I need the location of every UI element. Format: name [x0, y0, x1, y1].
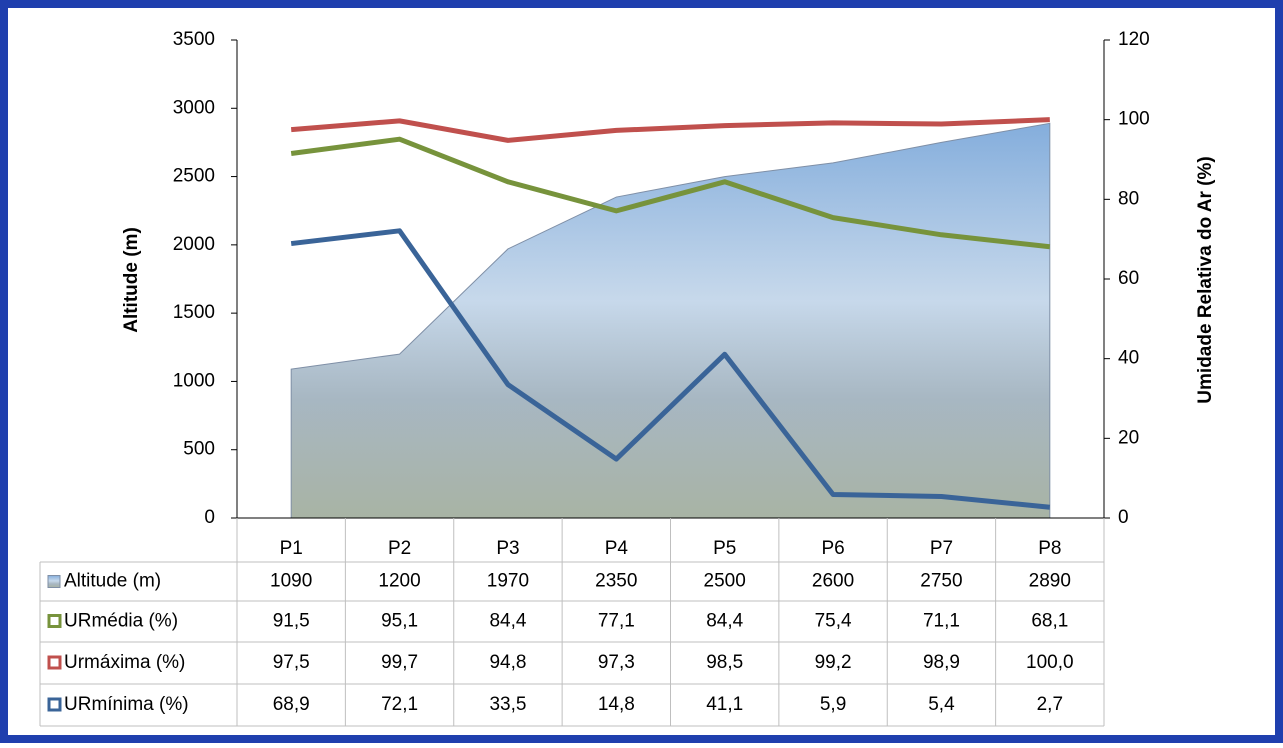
table-cell: 98,5: [706, 652, 743, 673]
line: [290, 117, 1050, 143]
table-cell: 2600: [812, 571, 854, 592]
y-tick-label: 1500: [173, 302, 215, 323]
table-cell: 1200: [378, 571, 420, 592]
table-cell: 2890: [1029, 571, 1071, 592]
table-cell: 84,4: [706, 611, 743, 632]
legend-label: URmédia (%): [64, 611, 178, 632]
y-tick-label: 3000: [173, 97, 215, 118]
table-cell: 1970: [487, 571, 529, 592]
table-cell: 99,2: [815, 652, 852, 673]
y-axis-title: Altitude (m): [121, 227, 142, 333]
y2-tick-label: 60: [1118, 268, 1139, 289]
table-cell: 1090: [270, 571, 312, 592]
table-cell: 95,1: [381, 611, 418, 632]
y2-tick-label: 100: [1118, 109, 1150, 130]
legend-swatch: [47, 614, 62, 628]
y2-tick-label: 120: [1118, 29, 1150, 50]
table-cell: 91,5: [273, 611, 310, 632]
y-tick-label: 2500: [173, 166, 215, 187]
y2-tick-label: 40: [1118, 348, 1139, 369]
table-cell: 14,8: [598, 694, 635, 715]
table-cell: 2,7: [1037, 694, 1063, 715]
table-cell: 41,1: [706, 694, 743, 715]
line: [290, 228, 1051, 510]
x-tick-label: P5: [713, 538, 736, 559]
y-tick-label: 2000: [173, 234, 215, 255]
legend-label: Altitude (m): [64, 571, 161, 592]
legend-label: URmínima (%): [64, 694, 189, 715]
table-cell: 68,9: [273, 694, 310, 715]
y-tick-label: 0: [204, 507, 215, 528]
table-cell: 2750: [920, 571, 962, 592]
table-cell: 94,8: [489, 652, 526, 673]
table-cell: 33,5: [489, 694, 526, 715]
x-tick-label: P4: [605, 538, 629, 559]
table-cell: 68,1: [1031, 611, 1068, 632]
table-cell: 2350: [595, 571, 637, 592]
table-cell: 2500: [704, 571, 746, 592]
x-tick-label: P2: [388, 538, 411, 559]
table-cell: 100,0: [1026, 652, 1074, 673]
y-tick-label: 3500: [173, 29, 215, 50]
x-tick-label: P1: [280, 538, 303, 559]
table-cell: 5,9: [820, 694, 846, 715]
x-tick-label: P3: [496, 538, 519, 559]
y2-tick-label: 0: [1118, 507, 1129, 528]
table-cell: 77,1: [598, 611, 635, 632]
y-tick-label: 500: [183, 439, 215, 460]
table-cell: 99,7: [381, 652, 418, 673]
table-cell: 75,4: [815, 611, 852, 632]
legend-swatch: [47, 655, 62, 670]
table-cell: 71,1: [923, 611, 960, 632]
table-cell: 84,4: [489, 611, 526, 632]
line: [290, 136, 1051, 250]
y-tick-label: 1000: [173, 370, 215, 391]
x-tick-label: P8: [1038, 538, 1061, 559]
table-cell: 72,1: [381, 694, 418, 715]
x-tick-label: P7: [930, 538, 953, 559]
table-cell: 98,9: [923, 652, 960, 673]
table-cell: 97,3: [598, 652, 635, 673]
legend-swatch: [47, 575, 61, 588]
y2-axis-title: Umidade Relativa do Ar (%): [1195, 156, 1216, 403]
y2-tick-label: 20: [1118, 427, 1139, 448]
y2-tick-label: 80: [1118, 188, 1139, 209]
legend-swatch: [47, 697, 62, 712]
legend-label: Urmáxima (%): [64, 652, 185, 673]
table-cell: 97,5: [273, 652, 310, 673]
table-cell: 5,4: [928, 694, 955, 715]
x-tick-label: P6: [821, 538, 844, 559]
